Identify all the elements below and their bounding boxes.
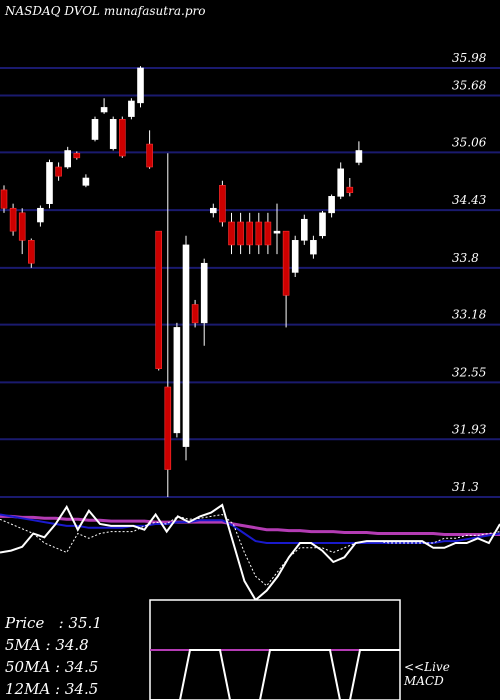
candle-up	[137, 67, 144, 104]
candle-up	[328, 196, 335, 214]
candle-up	[291, 240, 299, 273]
candlestick-series	[0, 66, 363, 497]
y-tick-label: 31.3	[452, 480, 479, 494]
candle-up	[37, 207, 44, 223]
candle-down	[18, 212, 26, 241]
candle-up	[210, 207, 217, 214]
candle-down	[282, 230, 290, 296]
candle-down	[0, 189, 8, 209]
candle-down	[73, 152, 81, 159]
candle-up	[82, 177, 90, 186]
candle-up	[109, 119, 117, 149]
candle-up	[182, 244, 190, 447]
candle-down	[264, 221, 272, 246]
candle-up	[128, 100, 135, 117]
live-label-line: <<Live	[404, 660, 450, 674]
candle-down	[246, 221, 253, 246]
chart-title: NASDAQ DVOL munafasutra.pro	[5, 4, 206, 18]
y-tick-label: 32.55	[452, 365, 486, 379]
candle-down	[346, 186, 354, 193]
stat-5ma: 5MA : 34.8	[5, 636, 89, 654]
candle-down	[237, 221, 244, 246]
y-tick-label: 35.06	[452, 135, 487, 149]
candle-down	[255, 221, 263, 246]
y-tick-label: 35.68	[452, 79, 487, 93]
candle-down	[219, 185, 226, 223]
macd-line	[150, 649, 400, 700]
candle-down	[155, 230, 162, 369]
candle-up	[310, 240, 317, 255]
candle-up	[46, 162, 53, 204]
candle-down	[9, 207, 17, 232]
y-axis-labels: 35.98 35.68 35.06 34.43 33.8 33.18 32.55 31.93 3…	[452, 51, 487, 494]
stat-50ma: 50MA : 34.5	[5, 658, 99, 676]
indicator-dotted-line	[0, 513, 500, 587]
candle-down	[119, 119, 126, 157]
y-tick-label: 33.18	[452, 308, 487, 322]
candle-up	[273, 230, 281, 234]
candle-up	[200, 262, 208, 324]
candle-up	[100, 107, 108, 113]
y-tick-label: 34.43	[452, 193, 487, 207]
live-label-line: MACD	[404, 674, 444, 688]
candle-down	[191, 304, 199, 324]
macd-panel	[149, 599, 401, 700]
candle-up	[64, 150, 71, 168]
candle-down	[55, 166, 62, 177]
candle-up	[355, 150, 363, 163]
candle-down	[27, 240, 35, 264]
candle-up	[173, 327, 181, 434]
y-tick-label: 33.8	[452, 251, 479, 265]
chart-grid	[0, 67, 500, 498]
stat-12ma: 12MA : 34.5	[5, 680, 99, 698]
candle-down	[164, 386, 172, 470]
indicator-price-line	[0, 503, 500, 602]
stat-price: Price : 35.1	[5, 614, 102, 632]
candle-down	[146, 143, 153, 168]
y-tick-label: 35.98	[452, 51, 487, 65]
indicator-panel	[0, 503, 500, 602]
stats-block: Price : 35.1 5MA : 34.8 50MA : 34.5 12MA…	[5, 612, 102, 700]
candle-up	[319, 212, 326, 237]
candle-up	[300, 218, 308, 241]
live-macd-label: <<Live MACD	[404, 660, 450, 688]
candle-down	[228, 221, 235, 246]
candle-up	[337, 168, 345, 197]
y-tick-label: 31.93	[452, 422, 487, 436]
candle-up	[91, 119, 99, 140]
